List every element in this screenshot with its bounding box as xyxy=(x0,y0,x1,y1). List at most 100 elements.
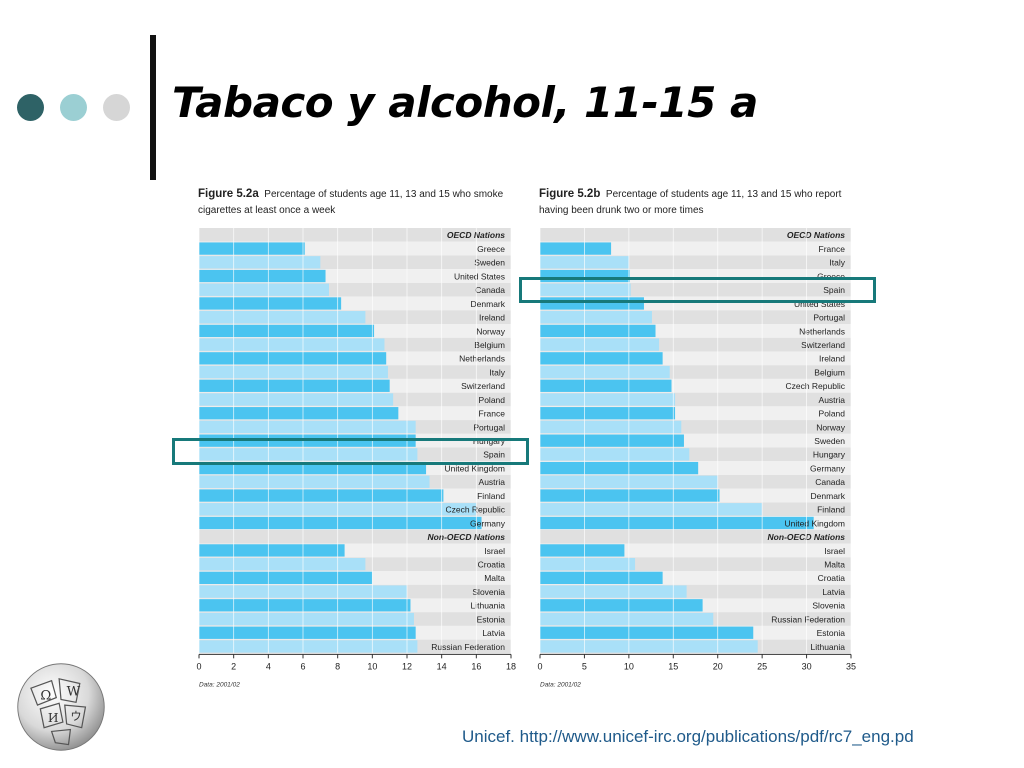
bar-belgium xyxy=(199,338,385,351)
category-label: Norway xyxy=(476,326,506,336)
category-label: Finland xyxy=(817,505,845,515)
slide-title: Tabaco y alcohol, 11-15 a xyxy=(172,78,758,127)
category-label: Lithuania xyxy=(810,642,845,652)
category-label: Canada xyxy=(815,477,845,487)
category-label: Czech Republic xyxy=(785,381,845,391)
category-label: Denmark xyxy=(811,491,846,501)
category-label: Spain xyxy=(483,450,505,460)
category-label: Belgium xyxy=(474,340,505,350)
bar-united-kingdom xyxy=(540,516,814,530)
bar-lithuania xyxy=(199,599,411,612)
x-tick-label: 20 xyxy=(713,661,723,671)
bar-spain xyxy=(540,283,631,296)
category-label: Greece xyxy=(477,244,505,254)
category-label: Spain xyxy=(823,285,845,295)
bar-united-kingdom xyxy=(199,461,427,475)
bar-finland xyxy=(540,503,763,516)
x-tick-label: 14 xyxy=(437,661,447,671)
x-tick-label: 2 xyxy=(231,661,236,671)
group-header-band xyxy=(199,529,511,544)
category-label: United States xyxy=(794,299,845,309)
category-label: Estonia xyxy=(817,628,846,638)
bar-latvia xyxy=(540,585,687,598)
bar-poland xyxy=(540,407,676,420)
category-label: Austria xyxy=(479,477,506,487)
category-label: Netherlands xyxy=(799,326,845,336)
x-tick-label: 25 xyxy=(757,661,767,671)
category-label: Canada xyxy=(475,285,505,295)
category-label: Latvia xyxy=(822,587,845,597)
bar-latvia xyxy=(199,626,416,639)
figure-b-label: Figure 5.2b xyxy=(539,188,601,200)
category-label: Finland xyxy=(477,491,505,501)
category-label: Latvia xyxy=(482,628,505,638)
category-label: Sweden xyxy=(474,258,505,268)
bar-ireland xyxy=(540,352,663,365)
bar-belgium xyxy=(540,365,670,379)
category-label: Greece xyxy=(817,271,845,281)
title-divider xyxy=(150,35,156,180)
category-label: Malta xyxy=(824,560,845,570)
group-header-band xyxy=(540,529,851,544)
bar-lithuania xyxy=(540,640,758,653)
category-label: Slovenia xyxy=(812,601,845,611)
data-note: Data: 2001/02 xyxy=(540,681,581,688)
category-label: Switzerland xyxy=(461,381,505,391)
category-label: Estonia xyxy=(477,614,506,624)
bar-croatia xyxy=(199,557,366,571)
category-label: United Kingdom xyxy=(785,518,845,528)
category-label: Austria xyxy=(819,395,846,405)
highlight-spain-smoking xyxy=(172,438,529,465)
bar-poland xyxy=(199,393,394,406)
category-label: Hungary xyxy=(813,450,846,460)
x-tick-label: 0 xyxy=(196,661,201,671)
bar-malta xyxy=(540,557,636,571)
x-tick-label: 5 xyxy=(582,661,587,671)
figure-a-caption: Percentage of students age 11, 13 and 15… xyxy=(198,189,504,216)
bar-denmark xyxy=(540,489,720,502)
bar-hungary xyxy=(540,448,690,461)
category-label: Hungary xyxy=(473,436,506,446)
category-label: Switzerland xyxy=(801,340,845,350)
chart-drunk: OECD Nations France Italy Greece Spain United… xyxy=(537,228,856,688)
bar-russian-federation xyxy=(540,612,714,626)
category-label: Ireland xyxy=(819,354,845,364)
highlight-spain-drunk xyxy=(519,277,876,303)
bar-norway xyxy=(540,420,682,434)
bar-finland xyxy=(199,489,444,502)
category-label: Croatia xyxy=(478,560,506,570)
group-header-band xyxy=(540,228,851,242)
category-label: Portugal xyxy=(813,313,845,323)
category-label: Russian Federation xyxy=(771,614,845,624)
svg-text:И: И xyxy=(48,711,59,725)
category-label: Poland xyxy=(819,409,846,419)
category-label: Norway xyxy=(816,422,846,432)
category-label: Czech Republic xyxy=(445,505,505,515)
x-tick-label: 30 xyxy=(802,661,812,671)
category-label: France xyxy=(479,409,506,419)
bar-switzerland xyxy=(199,379,390,392)
x-tick-label: 10 xyxy=(624,661,634,671)
bar-sweden xyxy=(199,256,321,269)
x-tick-label: 18 xyxy=(506,661,516,671)
category-label: Lithuania xyxy=(470,601,505,611)
bar-austria xyxy=(540,393,676,406)
category-label: United States xyxy=(454,271,505,281)
x-tick-label: 10 xyxy=(367,661,377,671)
category-label: Belgium xyxy=(814,367,845,377)
category-label: Slovenia xyxy=(472,587,505,597)
x-tick-label: 12 xyxy=(402,661,412,671)
category-label: Ireland xyxy=(479,313,505,323)
bar-croatia xyxy=(540,571,663,585)
bar-czech-republic xyxy=(540,379,672,392)
bar-france xyxy=(540,242,612,255)
bar-estonia xyxy=(199,612,414,626)
bar-canada xyxy=(199,283,329,296)
bar-austria xyxy=(199,475,430,488)
source-citation: Unicef. http://www.unicef-irc.org/public… xyxy=(462,727,914,746)
category-label: Russian Federation xyxy=(431,642,505,652)
x-tick-label: 15 xyxy=(668,661,678,671)
group-header-band xyxy=(199,228,511,242)
bar-slovenia xyxy=(540,599,703,612)
